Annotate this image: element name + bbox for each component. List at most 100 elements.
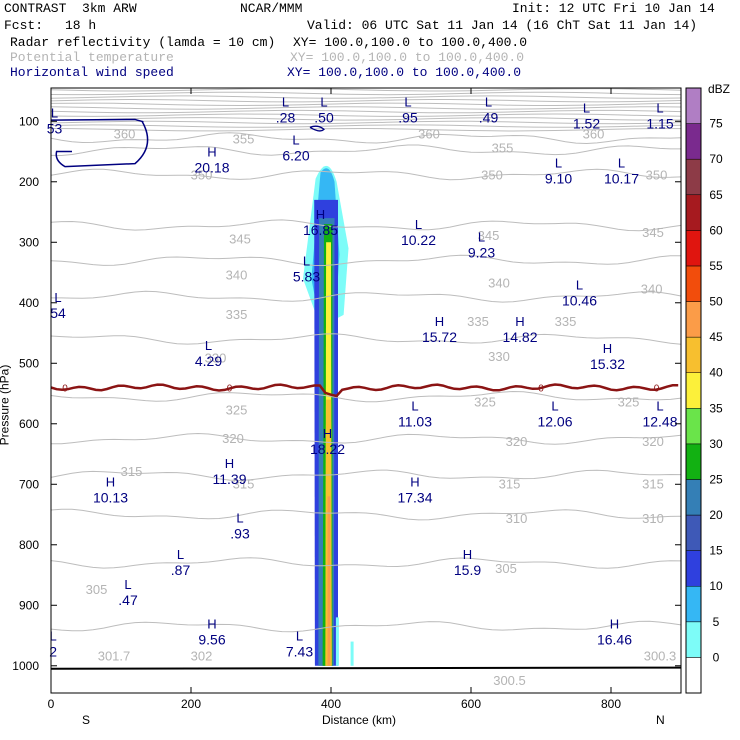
y-tick-label: 900 (19, 598, 39, 612)
wind-extremum-marker: L (551, 399, 558, 414)
theta-contour (50, 432, 682, 445)
colorbar-tick-label: 40 (709, 366, 723, 380)
y-tick-label: 600 (19, 417, 39, 431)
colorbar-segment (685, 657, 702, 694)
wind-extremum-marker: H (207, 617, 216, 632)
field-theta-xy: XY= 100.0,100.0 to 100.0,400.0 (290, 50, 525, 65)
colorbar-segment (685, 194, 702, 231)
wind-extremum-value: 9.10 (545, 170, 572, 186)
theta-label: 335 (226, 307, 248, 322)
wind-extremum-marker: L (49, 629, 56, 644)
wind-extremum-marker: L (303, 254, 310, 269)
theta-label: 315 (233, 476, 255, 491)
wind-extremum-marker: L (404, 94, 411, 109)
theta-label: 345 (642, 225, 664, 240)
model-title: CONTRAST 3km ARW (4, 1, 137, 16)
theta-contour-strat (50, 124, 682, 128)
wind-extremum-value: .93 (230, 526, 250, 542)
valid-time: Valid: 06 UTC Sat 11 Jan 14 (16 ChT Sat … (307, 18, 698, 33)
wind-extremum-marker: L (205, 338, 212, 353)
wind-extremum-marker: L (618, 155, 625, 170)
y-axis-title: Pressure (hPa) (0, 364, 12, 446)
wind-extremum-marker: L (656, 100, 663, 115)
theta-label: 350 (191, 168, 213, 183)
theta-label: 302 (191, 649, 213, 664)
theta-label: 301.7 (98, 649, 131, 664)
wind-extremum-value: 4.29 (195, 353, 222, 369)
theta-label: 360 (114, 127, 136, 142)
colorbar-tick-label: 10 (709, 579, 723, 593)
wind-extremum-value: 11.03 (398, 414, 432, 430)
wind-extremum-marker: H (106, 474, 115, 489)
colorbar-segment (685, 408, 702, 445)
colorbar-tick-label: 70 (709, 152, 723, 166)
theta-contour-strat (50, 91, 682, 96)
colorbar-segment (685, 158, 702, 196)
wind-extremum-marker: L (54, 290, 61, 305)
theta-contour-strat (50, 113, 682, 117)
wind-extremum-value: 10.46 (562, 293, 597, 309)
wind-extremum-value: .87 (171, 562, 191, 578)
theta-contour (51, 290, 682, 303)
x-tick-label: 800 (601, 697, 621, 711)
wind-extremum-marker: L (282, 94, 289, 109)
theta-label: 315 (121, 464, 143, 479)
wind-extremum-value: .95 (398, 109, 418, 125)
terrain-line (50, 666, 682, 670)
wind-extremum-value: 2 (49, 644, 57, 660)
colorbar-tick-label: 75 (709, 117, 723, 131)
x-tick-label: 0 (48, 697, 55, 711)
theta-label: 335 (467, 314, 489, 329)
colorbar-tick-label: 25 (709, 472, 723, 486)
wind-extremum-marker: H (225, 456, 234, 471)
x-tick-label: 200 (181, 697, 201, 711)
wind-extremum-marker: H (207, 145, 216, 160)
theta-contour (50, 620, 682, 633)
theta-contour (50, 254, 682, 267)
colorbar-tick-label: 35 (709, 401, 723, 415)
isotherm-label: 0 (654, 383, 660, 394)
theta-label: 325 (474, 395, 496, 410)
plot-frame (50, 87, 682, 694)
theta-label: 305 (495, 561, 517, 576)
wind-extremum-value: 12.48 (642, 414, 677, 430)
wind-extremum-value: 6.20 (282, 148, 309, 164)
theta-label: 315 (499, 476, 521, 491)
isotherm-label: 0 (538, 383, 544, 394)
wind-extremum-marker: H (435, 314, 444, 329)
wind-extremum-marker: L (415, 217, 422, 232)
theta-label: 330 (205, 350, 227, 365)
colorbar-tick-label: 5 (713, 615, 720, 629)
theta-contour (50, 469, 682, 482)
y-tick-label: 700 (19, 477, 39, 491)
wind-extremum-marker: H (410, 474, 419, 489)
theta-contour-strat (50, 98, 682, 103)
theta-contour (50, 390, 682, 403)
colorbar-segment (685, 301, 702, 338)
colorbar-segment (685, 265, 702, 302)
wind-contour (50, 118, 149, 168)
colorbar-frame (685, 87, 702, 694)
y-tick-label: 200 (19, 175, 39, 189)
wind-extremum-marker: H (323, 426, 332, 441)
colorbar-segment (685, 514, 702, 551)
theta-contour-strat (50, 127, 682, 132)
wind-extremum-value: 15.9 (454, 562, 481, 578)
wind-extremum-value: 17.34 (397, 489, 432, 505)
wind-extremum-marker: H (603, 341, 612, 356)
x-tick-label: 600 (461, 697, 481, 711)
y-tick-label: 1000 (12, 659, 39, 673)
theta-label: 345 (229, 231, 251, 246)
theta-contour-strat (50, 109, 682, 114)
wind-extremum-value: 9.56 (198, 632, 225, 648)
colorbar-tick-label: 45 (709, 330, 723, 344)
colorbar-tick-label: 30 (709, 437, 723, 451)
colorbar-segment (685, 550, 702, 587)
theta-label: 325 (226, 402, 248, 417)
theta-label: 350 (646, 168, 668, 183)
wind-extremum-marker: L (292, 133, 299, 148)
wind-extremum-value: 10.22 (401, 232, 436, 248)
theta-contour (50, 168, 682, 181)
theta-label: 360 (583, 127, 605, 142)
theta-label: 310 (506, 511, 528, 526)
